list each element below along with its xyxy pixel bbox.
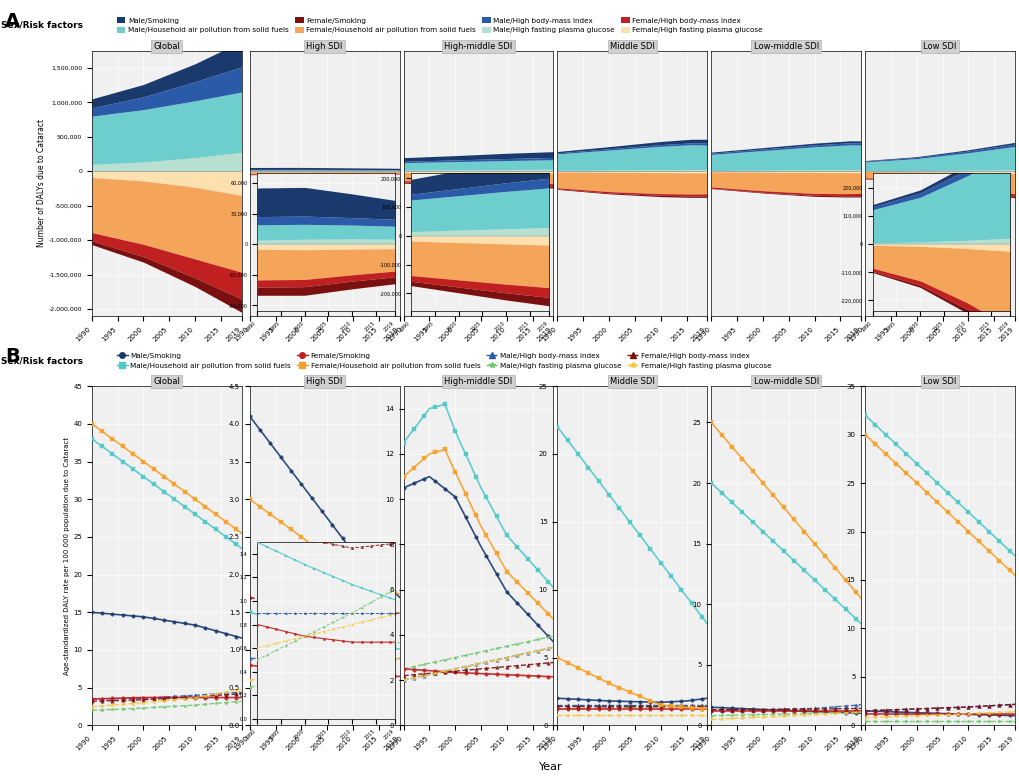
Title: Low SDI: Low SDI bbox=[922, 377, 956, 386]
Text: Sex/Risk factors: Sex/Risk factors bbox=[1, 21, 83, 30]
Title: High SDI: High SDI bbox=[306, 41, 342, 51]
Legend: Male/Smoking, Male/Household air pollution from solid fuels, Female/Smoking, Fem: Male/Smoking, Male/Household air polluti… bbox=[114, 14, 765, 37]
Title: Low-middle SDI: Low-middle SDI bbox=[753, 41, 818, 51]
Title: Low-middle SDI: Low-middle SDI bbox=[753, 377, 818, 386]
Text: Sex/Risk factors: Sex/Risk factors bbox=[1, 356, 83, 365]
Title: Low SDI: Low SDI bbox=[922, 41, 956, 51]
Text: Year: Year bbox=[538, 762, 562, 772]
Legend: Male/Smoking, Male/Household air pollution from solid fuels, Female/Smoking, Fem: Male/Smoking, Male/Household air polluti… bbox=[114, 349, 773, 372]
Text: B: B bbox=[5, 347, 19, 366]
Title: Global: Global bbox=[153, 41, 180, 51]
Title: Middle SDI: Middle SDI bbox=[609, 377, 654, 386]
Title: High SDI: High SDI bbox=[306, 377, 342, 386]
Title: High-middle SDI: High-middle SDI bbox=[444, 41, 513, 51]
Title: Middle SDI: Middle SDI bbox=[609, 41, 654, 51]
Y-axis label: Number of DALYs due to Cataract: Number of DALYs due to Cataract bbox=[37, 119, 46, 247]
Y-axis label: Age-standardized DALY rate per 100 000 population due to Cataract: Age-standardized DALY rate per 100 000 p… bbox=[64, 437, 70, 675]
Text: A: A bbox=[5, 12, 20, 30]
Title: High-middle SDI: High-middle SDI bbox=[444, 377, 513, 386]
Title: Global: Global bbox=[153, 377, 180, 386]
